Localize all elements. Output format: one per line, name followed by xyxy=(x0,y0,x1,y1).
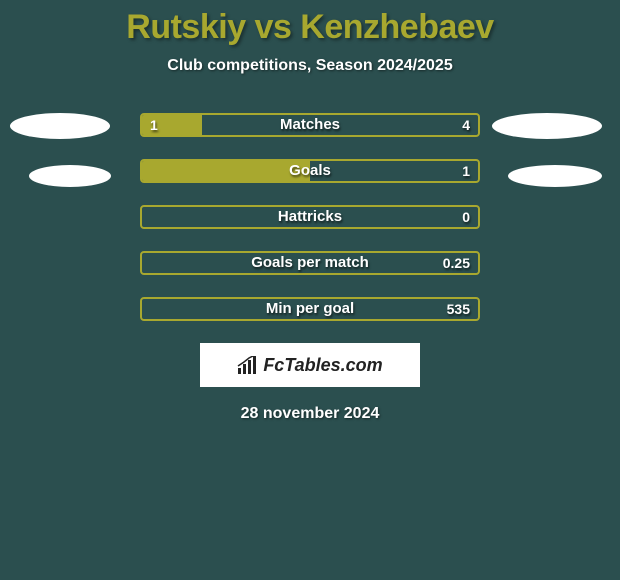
bar-label: Min per goal xyxy=(142,299,478,319)
page-title: Rutskiy vs Kenzhebaev xyxy=(0,0,620,47)
chart-icon xyxy=(237,356,259,374)
date-line: 28 november 2024 xyxy=(0,405,620,423)
bar-value-right: 0 xyxy=(462,207,470,227)
bars-container: Matches14Goals1Hattricks0Goals per match… xyxy=(0,113,620,321)
bar-value-right: 535 xyxy=(447,299,470,319)
bar-value-right: 4 xyxy=(462,115,470,135)
comparison-widget: Rutskiy vs Kenzhebaev Club competitions,… xyxy=(0,0,620,580)
decoration-ellipse xyxy=(492,113,602,139)
decoration-ellipse xyxy=(508,165,602,187)
bar-row: Min per goal535 xyxy=(140,297,480,321)
bar-label: Goals xyxy=(142,161,478,181)
bar-row: Matches1 4 xyxy=(140,113,480,137)
bar-value-right: 0.25 xyxy=(443,253,470,273)
bar-row: Goals per match0.25 xyxy=(140,251,480,275)
bar-row: Hattricks0 xyxy=(140,205,480,229)
logo-text: FcTables.com xyxy=(263,355,382,376)
bar-row: Goals1 xyxy=(140,159,480,183)
chart-area: Matches14Goals1Hattricks0Goals per match… xyxy=(0,113,620,423)
bar-label: Goals per match xyxy=(142,253,478,273)
bar-label: Matches xyxy=(142,115,478,135)
logo-box[interactable]: FcTables.com xyxy=(200,343,420,387)
decoration-ellipse xyxy=(10,113,110,139)
bar-value-left: 1 xyxy=(150,115,158,135)
logo: FcTables.com xyxy=(237,355,382,376)
bar-label: Hattricks xyxy=(142,207,478,227)
decoration-ellipse xyxy=(29,165,111,187)
subtitle: Club competitions, Season 2024/2025 xyxy=(0,57,620,75)
bar-value-right: 1 xyxy=(462,161,470,181)
